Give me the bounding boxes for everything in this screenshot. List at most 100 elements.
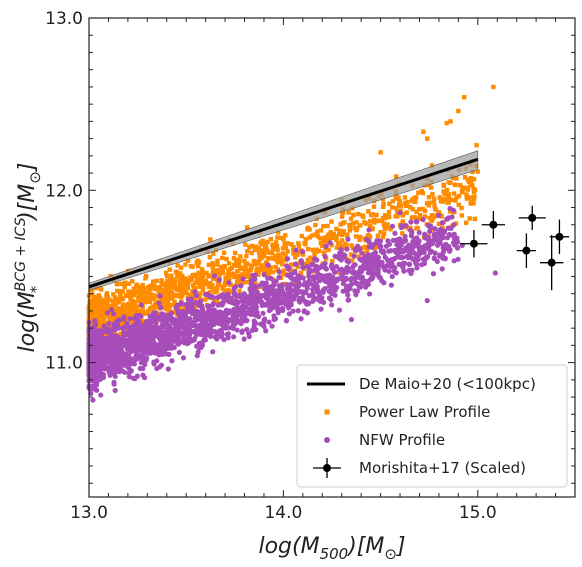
- power-law-point: [172, 278, 177, 283]
- power-law-point: [233, 250, 238, 256]
- power-law-point: [363, 244, 368, 250]
- nfw-point: [242, 313, 248, 319]
- nfw-point: [316, 297, 322, 303]
- power-law-point: [162, 293, 167, 299]
- power-law-point: [471, 189, 477, 195]
- axis-ticks: 13.0 14.0 15.0 11.0 12.0 13.0: [45, 9, 576, 523]
- power-law-point: [152, 283, 157, 289]
- power-law-point: [410, 198, 415, 204]
- morishita-point: [489, 220, 498, 229]
- nfw-point: [339, 272, 345, 278]
- power-law-point: [121, 302, 126, 307]
- power-law-point: [403, 203, 409, 209]
- power-law-point: [439, 214, 444, 219]
- nfw-point: [171, 344, 177, 351]
- power-law-point: [177, 283, 182, 288]
- nfw-point: [177, 314, 183, 320]
- nfw-point: [266, 319, 272, 325]
- power-law-point: [377, 218, 382, 223]
- power-law-point: [127, 292, 133, 297]
- nfw-point: [447, 247, 453, 253]
- power-law-point: [471, 177, 477, 182]
- power-law-point: [191, 283, 196, 288]
- power-law-point: [396, 203, 402, 208]
- power-law-point: [366, 209, 371, 214]
- y-axis-label-part-1: log(M: [15, 291, 40, 352]
- power-law-point: [128, 319, 134, 324]
- nfw-point: [112, 327, 118, 333]
- nfw-points: [86, 205, 498, 403]
- nfw-point: [377, 244, 383, 250]
- power-law-point: [326, 237, 331, 242]
- nfw-point: [299, 260, 305, 266]
- power-law-point: [93, 299, 98, 305]
- power-law-point: [475, 169, 480, 174]
- power-law-point: [338, 228, 343, 234]
- nfw-point: [289, 288, 296, 294]
- power-law-point: [243, 242, 248, 247]
- power-law-point: [396, 195, 401, 200]
- nfw-point: [434, 242, 441, 248]
- y-axis-label-part-2: )[M: [15, 184, 40, 222]
- power-law-point: [235, 268, 240, 274]
- power-law-point: [268, 236, 274, 242]
- power-law-point: [179, 278, 185, 283]
- power-law-point: [90, 292, 95, 297]
- nfw-point: [390, 237, 396, 243]
- nfw-point: [301, 289, 307, 295]
- x-tick-label: 15.0: [459, 503, 497, 523]
- power-law-point: [155, 304, 161, 309]
- nfw-point: [328, 296, 334, 303]
- nfw-point: [425, 222, 431, 228]
- nfw-point: [230, 313, 236, 319]
- power-law-point: [320, 237, 326, 242]
- power-law-point: [118, 322, 123, 327]
- power-law-point: [346, 210, 351, 215]
- power-law-point: [206, 262, 212, 268]
- power-law-point: [371, 204, 377, 209]
- power-law-point: [261, 249, 267, 255]
- power-law-point: [140, 319, 146, 324]
- power-law-point: [190, 289, 195, 294]
- nfw-point: [101, 323, 107, 329]
- power-law-point: [215, 262, 220, 267]
- power-law-point: [307, 255, 313, 261]
- power-law-point: [299, 233, 305, 239]
- nfw-point: [190, 307, 196, 313]
- power-law-point: [233, 260, 239, 265]
- nfw-point: [108, 307, 115, 313]
- power-law-point: [223, 276, 229, 282]
- power-law-point: [89, 287, 94, 293]
- power-law-point: [166, 310, 171, 315]
- nfw-point: [116, 367, 122, 373]
- power-law-point: [239, 272, 245, 277]
- y-axis-label-sub: *: [27, 285, 45, 293]
- x-axis-label-part-2: )[M: [346, 534, 384, 559]
- power-law-point: [281, 237, 286, 242]
- power-law-point: [179, 274, 185, 280]
- nfw-point: [173, 332, 179, 338]
- power-law-point: [153, 286, 159, 292]
- power-law-point: [358, 223, 363, 228]
- nfw-point: [397, 210, 403, 216]
- nfw-point: [351, 253, 357, 259]
- power-law-point: [280, 246, 286, 251]
- power-law-point: [388, 226, 393, 232]
- power-law-point: [426, 195, 432, 200]
- nfw-point: [455, 256, 461, 262]
- nfw-point: [140, 372, 146, 378]
- nfw-point: [211, 273, 218, 279]
- nfw-point: [403, 253, 410, 260]
- nfw-point: [362, 284, 369, 290]
- nfw-point: [97, 355, 104, 361]
- power-law-point: [258, 251, 263, 256]
- nfw-point: [181, 324, 187, 330]
- power-law-point: [244, 279, 249, 285]
- power-law-point: [104, 293, 109, 298]
- power-law-point: [351, 212, 356, 218]
- power-law-point: [145, 310, 151, 315]
- power-law-point: [207, 290, 213, 295]
- x-axis-label-part-1: log(M: [258, 534, 319, 559]
- nfw-point: [367, 270, 373, 276]
- nfw-point: [166, 313, 172, 319]
